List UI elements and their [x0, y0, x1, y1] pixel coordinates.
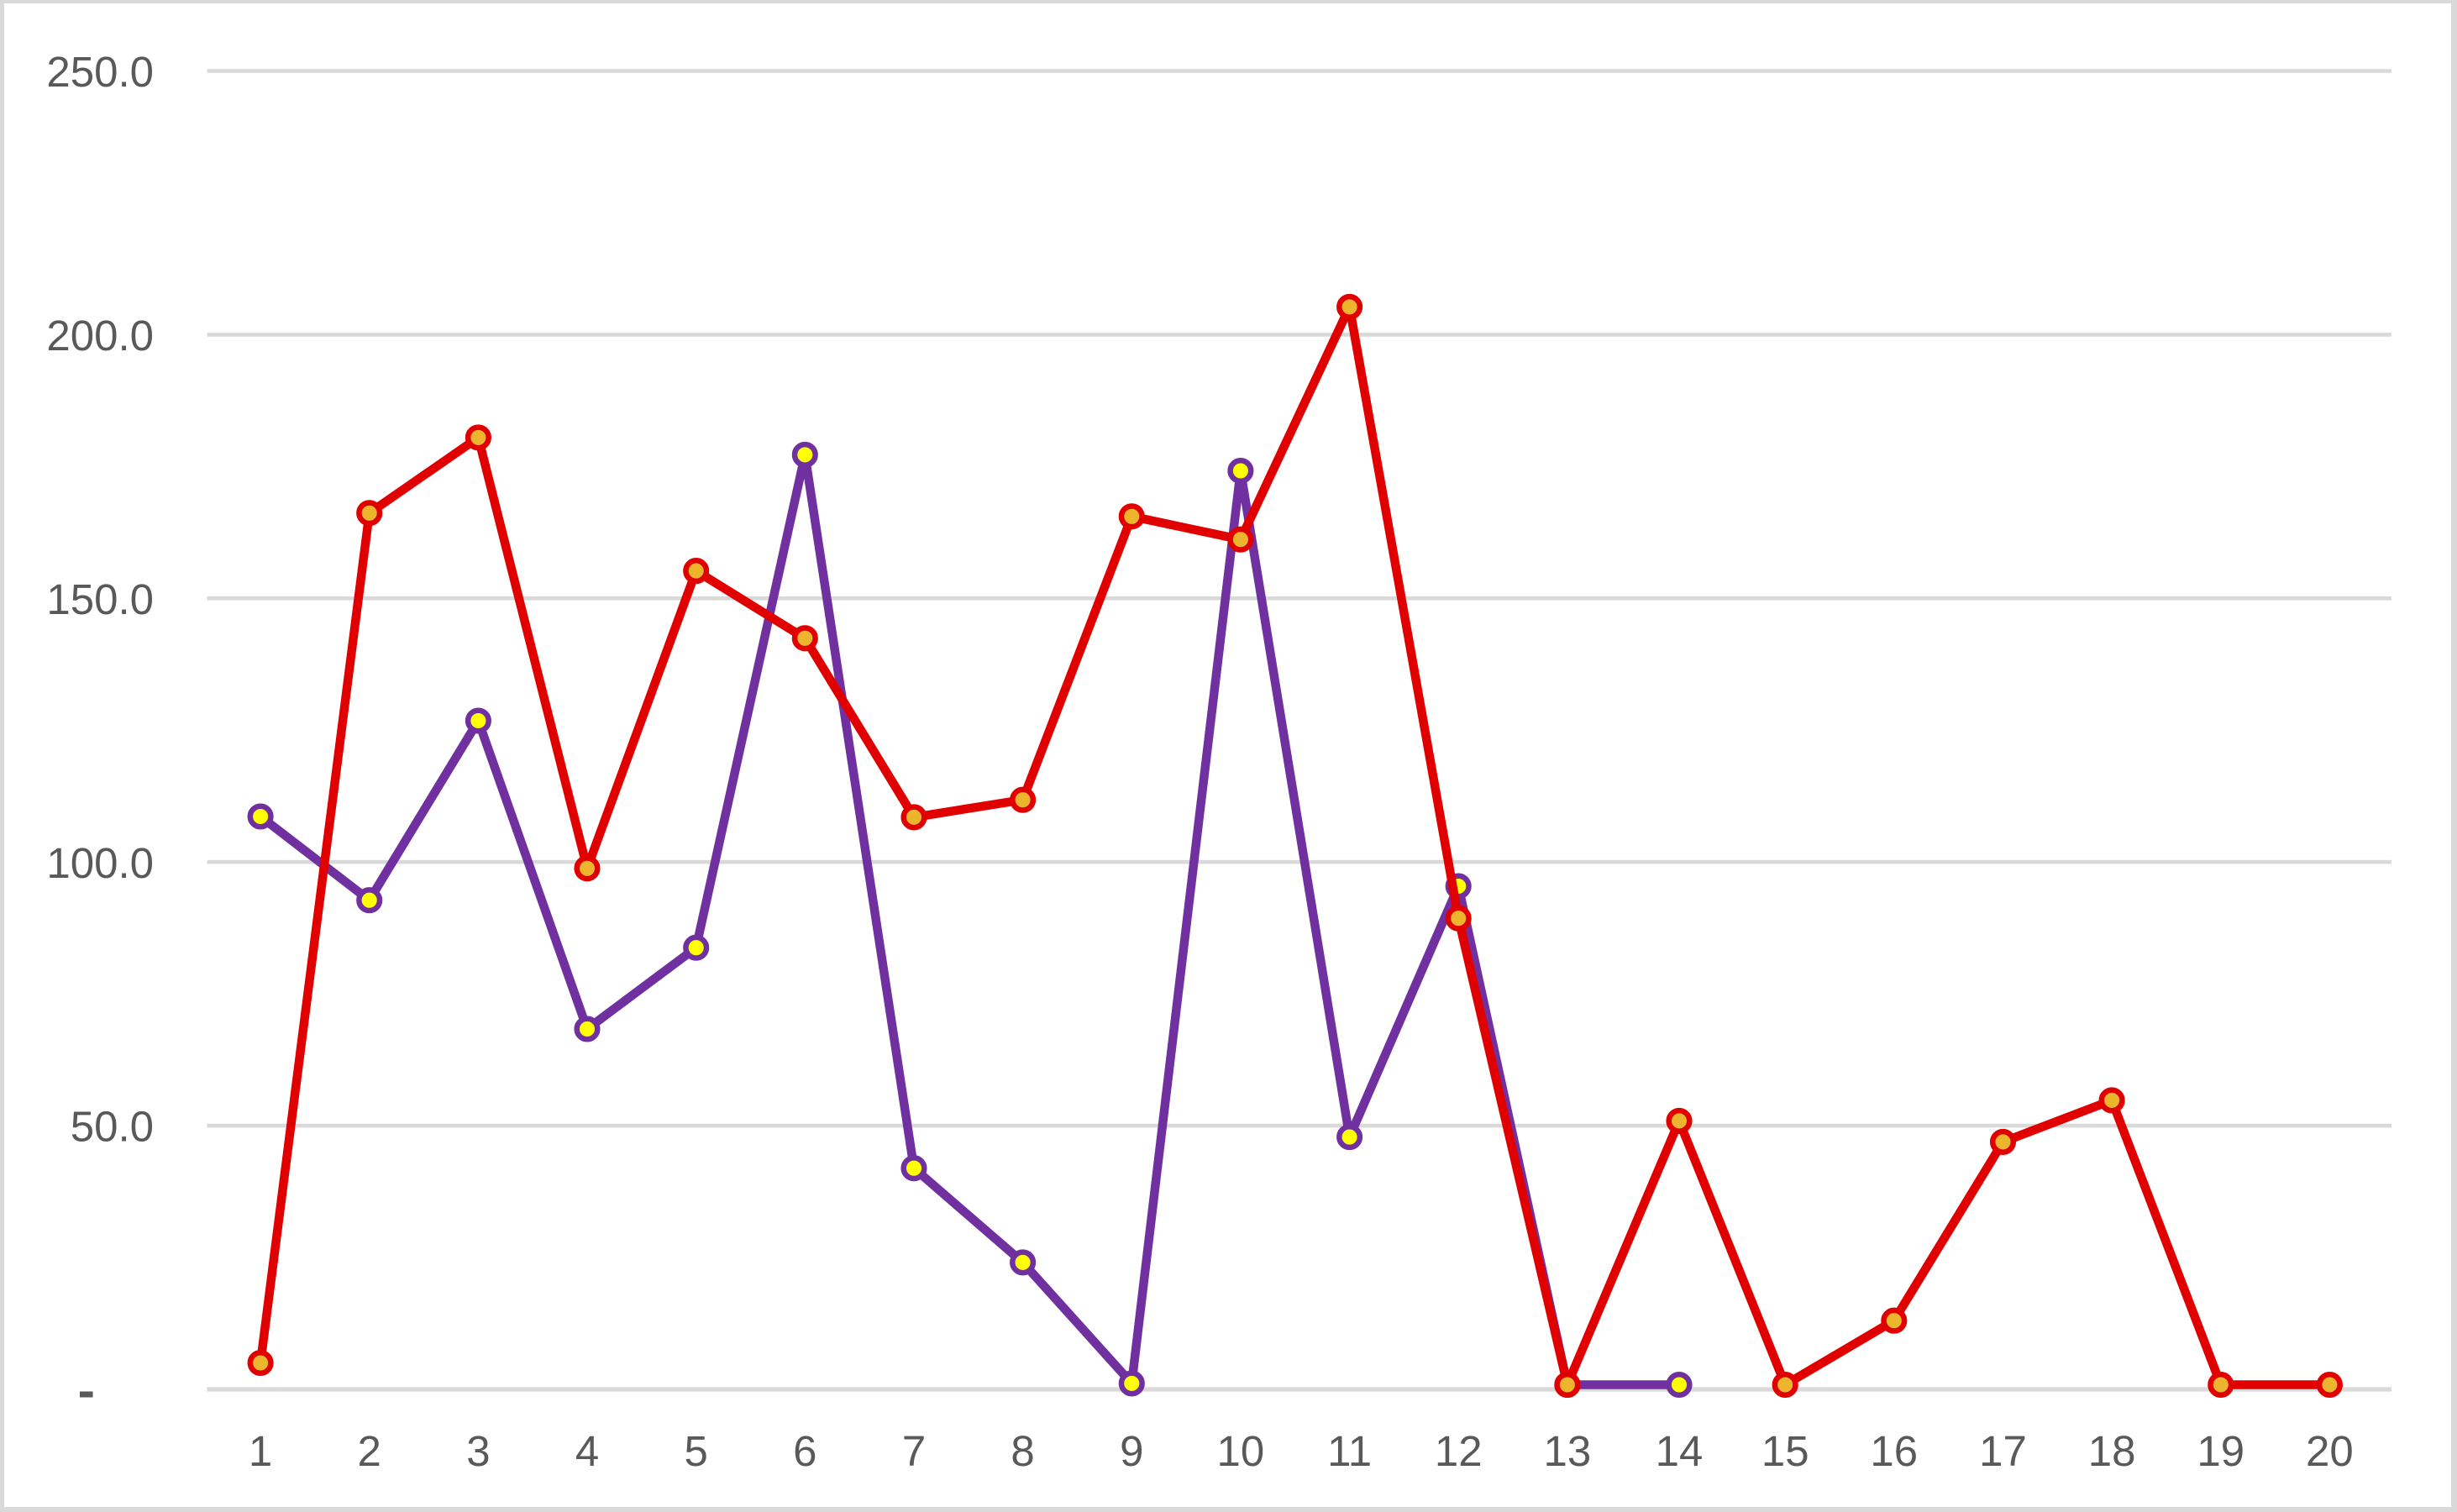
svg-text:4: 4	[575, 1427, 599, 1475]
svg-text:11: 11	[1327, 1427, 1372, 1475]
svg-text:6: 6	[793, 1427, 816, 1475]
svg-text:7: 7	[902, 1427, 926, 1475]
svg-text:18: 18	[2088, 1427, 2136, 1475]
svg-text:2: 2	[358, 1427, 381, 1475]
svg-text:17: 17	[1979, 1427, 2027, 1475]
svg-text:50.0: 50.0	[71, 1103, 154, 1151]
svg-text:20: 20	[2306, 1427, 2354, 1475]
svg-text:200.0: 200.0	[46, 312, 154, 360]
svg-text:10: 10	[1217, 1427, 1265, 1475]
svg-text:1: 1	[249, 1427, 272, 1475]
svg-text:8: 8	[1011, 1427, 1034, 1475]
svg-text:100.0: 100.0	[46, 839, 154, 887]
svg-text:19: 19	[2197, 1427, 2244, 1475]
svg-text:150.0: 150.0	[46, 575, 154, 623]
svg-text:9: 9	[1120, 1427, 1143, 1475]
svg-text:12: 12	[1435, 1427, 1483, 1475]
svg-text:14: 14	[1656, 1427, 1704, 1475]
svg-text:13: 13	[1544, 1427, 1592, 1475]
svg-text:3: 3	[466, 1427, 490, 1475]
svg-text:15: 15	[1761, 1427, 1809, 1475]
svg-text:5: 5	[685, 1427, 708, 1475]
svg-text:16: 16	[1870, 1427, 1918, 1475]
svg-text:250.0: 250.0	[46, 48, 154, 96]
